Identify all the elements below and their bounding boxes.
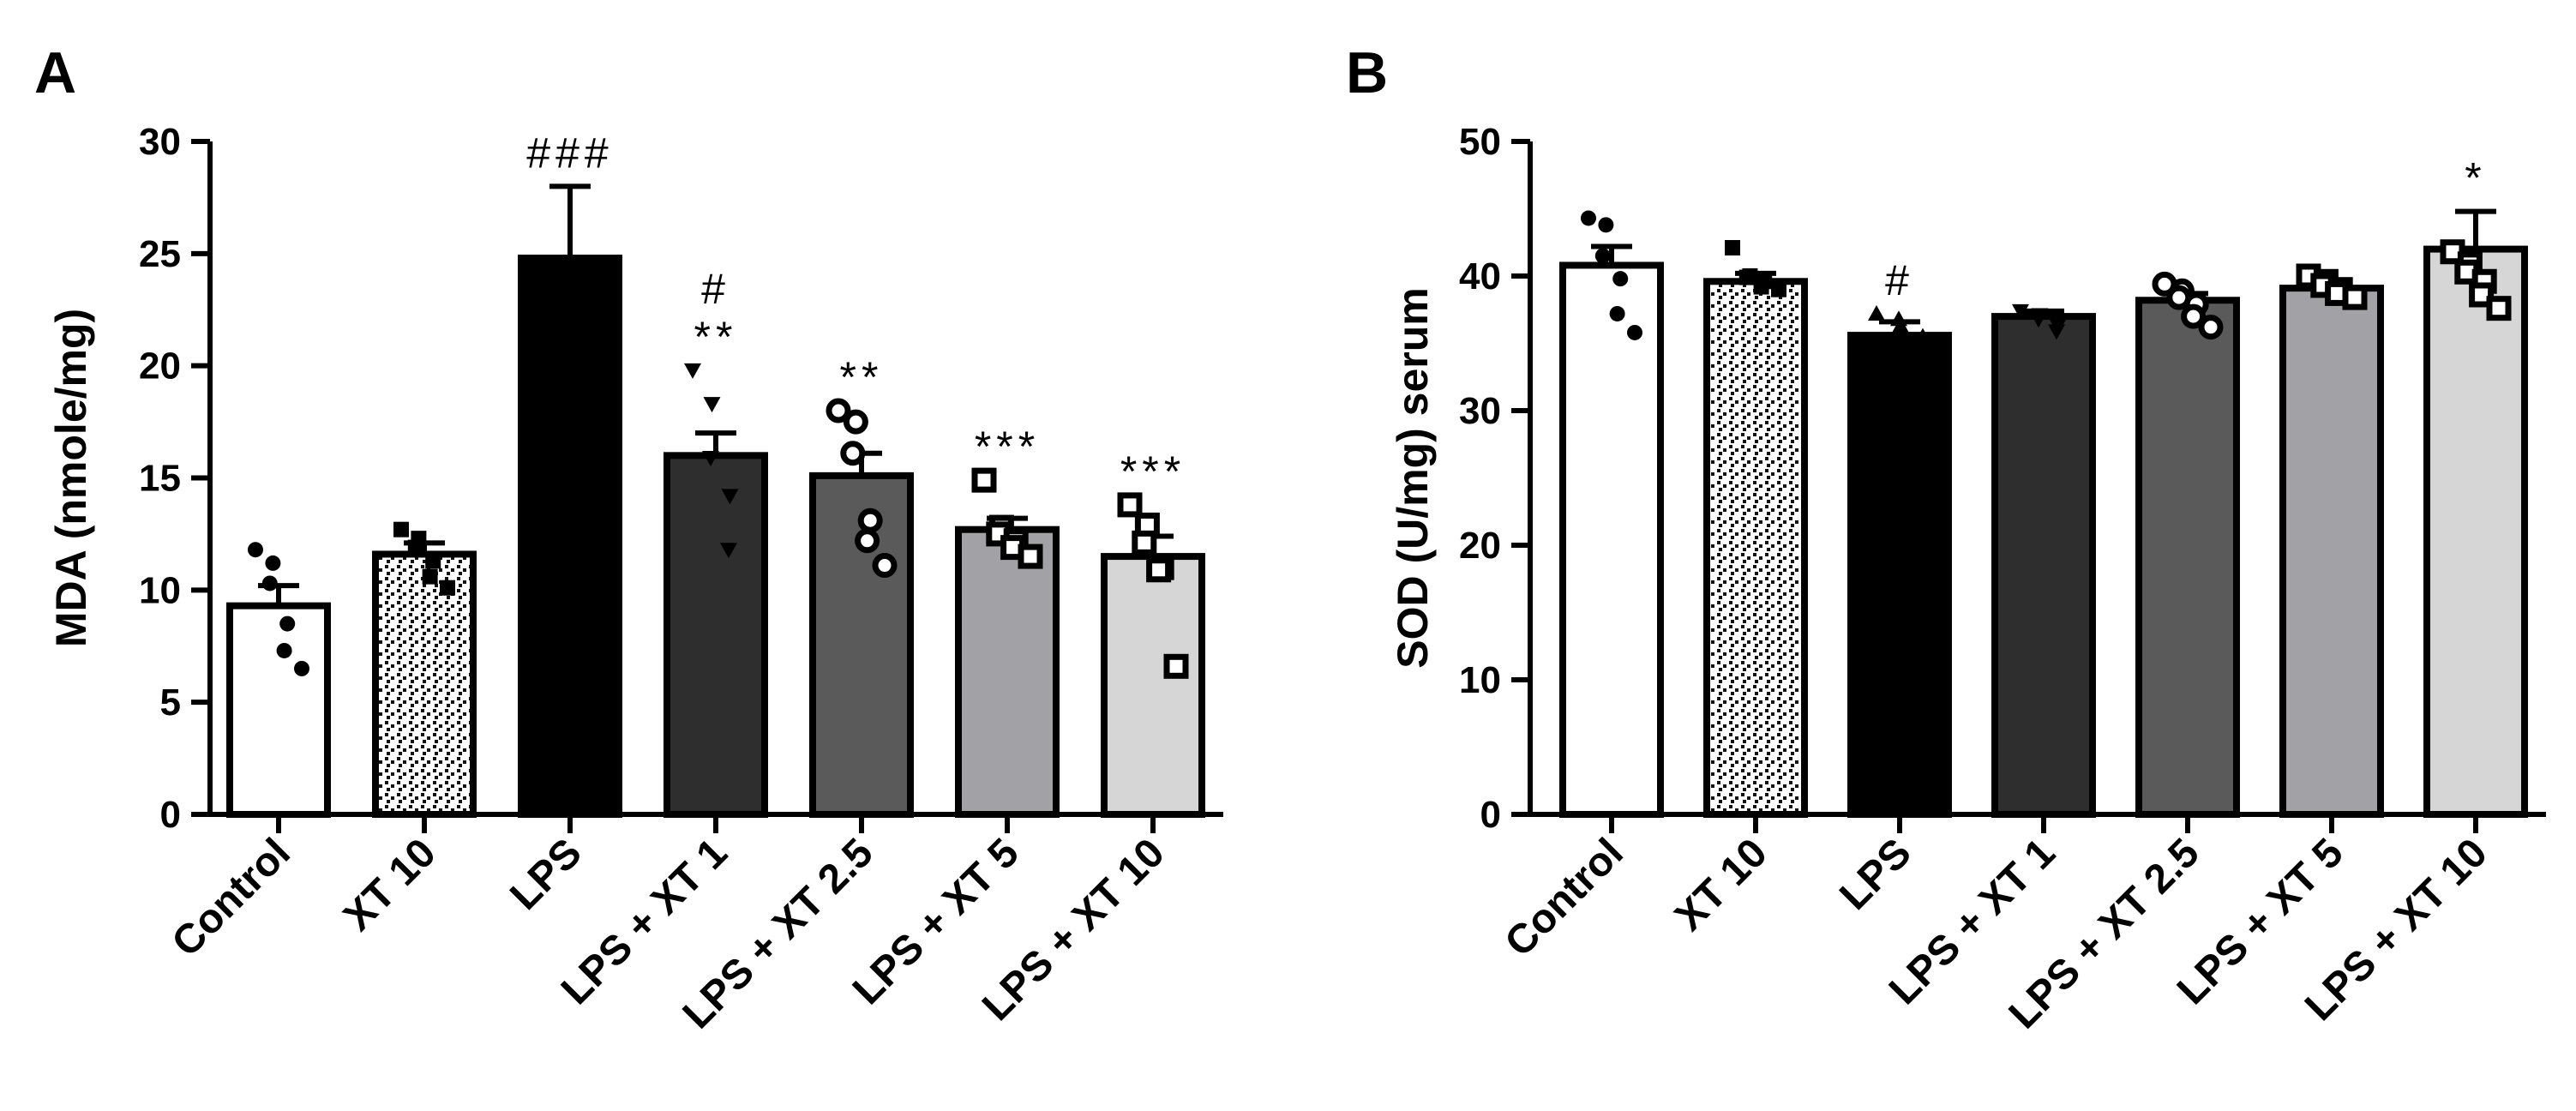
y-tick-label: 30 [1459, 390, 1501, 432]
data-point-5 [1771, 281, 1786, 297]
data-point-3 [857, 507, 883, 533]
data-point-0 [1725, 240, 1740, 256]
bar-2 [1703, 278, 1808, 818]
significance-marker: *** [1120, 447, 1186, 495]
data-point-5 [440, 580, 455, 596]
data-point-3 [1914, 327, 1931, 344]
data-point-4 [2469, 282, 2495, 308]
bar-3 [1847, 332, 1952, 818]
x-tick-label: Control [1497, 830, 1632, 965]
y-tick-label: 10 [1459, 659, 1501, 701]
y-tick-label: 5 [160, 682, 181, 724]
y-tick-label: 15 [139, 458, 181, 500]
data-point-0 [248, 542, 263, 558]
data-point-5 [1018, 543, 1043, 569]
y-tick-label: 30 [139, 121, 181, 163]
y-tick-label: 20 [1459, 525, 1501, 567]
data-point-4 [1753, 279, 1769, 295]
data-point-4 [276, 642, 292, 658]
x-tick-label: Control [164, 830, 299, 965]
bar-7 [2423, 245, 2528, 819]
data-point-2 [702, 450, 719, 466]
data-point-5 [2198, 315, 2224, 340]
panel-a: A MDA (nmole/mg) 0 5 10 15 20 25 30 Control XT 10 L… [34, 40, 1223, 1037]
data-point-0 [1868, 304, 1885, 321]
bar-1 [1559, 261, 1664, 818]
data-point-2 [1892, 317, 1909, 333]
data-point-0 [2012, 303, 2029, 320]
data-point-5 [2342, 285, 2368, 310]
significance-marker: # [701, 265, 730, 313]
significance-marker: # [1885, 256, 1914, 304]
data-point-2 [261, 575, 278, 592]
significance-marker: *** [975, 423, 1040, 471]
bar-6 [955, 525, 1060, 819]
data-point-5 [1163, 653, 1189, 679]
data-point-4 [422, 568, 438, 585]
x-tick-label: LPS [501, 830, 590, 918]
bar-6 [2279, 285, 2384, 818]
bar-1 [226, 602, 331, 819]
data-point-2 [1132, 530, 1157, 556]
x-tick-label: LPS [1831, 830, 1919, 918]
y-tick-label: 50 [1459, 121, 1501, 163]
panel-letter: B [1346, 40, 1388, 105]
data-point-0 [971, 467, 997, 493]
data-point-0 [826, 398, 851, 423]
data-point-2 [407, 539, 423, 556]
y-tick-label: 10 [139, 569, 181, 611]
bar-4 [664, 452, 768, 818]
data-point-3 [721, 489, 739, 505]
data-point-0 [1581, 210, 1596, 226]
data-point-0 [1117, 492, 1143, 518]
data-point-3 [425, 553, 441, 569]
y-tick-label: 25 [139, 233, 181, 275]
data-point-0 [393, 521, 409, 537]
data-point-5 [294, 660, 309, 676]
data-point-2 [1594, 248, 1611, 264]
data-point-4 [855, 528, 880, 554]
y-tick-label: 0 [1480, 794, 1501, 836]
data-point-4 [1609, 305, 1625, 321]
bar-5 [2135, 297, 2240, 818]
data-point-1 [703, 397, 721, 413]
data-point-5 [2486, 296, 2512, 321]
y-tick-label: 0 [160, 794, 181, 836]
data-point-2 [840, 441, 866, 466]
y-tick-label: 40 [1459, 255, 1501, 297]
bar-2 [372, 550, 477, 818]
significance-marker: ### [526, 129, 613, 177]
bar-3 [518, 255, 622, 819]
panel-b: B SOD (U/mg) serum 0 10 20 30 40 50 Control XT 10… [1346, 40, 2546, 1037]
data-point-5 [1627, 324, 1642, 340]
x-tick-label: XT 10 [335, 830, 445, 940]
data-point-3 [1612, 271, 1629, 287]
panel-letter: A [34, 40, 76, 105]
data-point-4 [720, 543, 737, 559]
data-point-0 [684, 363, 701, 379]
y-axis-label: MDA (nmole/mg) [47, 309, 95, 647]
data-point-1 [1598, 217, 1614, 233]
data-point-4 [2048, 324, 2065, 340]
data-point-3 [279, 616, 296, 632]
bar-7 [1101, 553, 1205, 818]
significance-marker: ** [840, 353, 884, 401]
x-tick-label: XT 10 [1666, 830, 1776, 940]
y-axis-label: SOD (U/mg) serum [1389, 287, 1437, 669]
data-point-5 [872, 553, 898, 579]
data-point-1 [265, 555, 281, 571]
data-point-2 [2030, 312, 2047, 328]
data-point-4 [1146, 557, 1172, 583]
significance-marker: ** [694, 313, 738, 361]
bar-4 [1991, 313, 2096, 819]
data-point-1 [843, 409, 868, 435]
data-point-4 [2181, 303, 2207, 329]
y-tick-label: 20 [139, 345, 181, 387]
data-point-2 [1738, 269, 1755, 285]
significance-marker: * [2465, 154, 2486, 202]
